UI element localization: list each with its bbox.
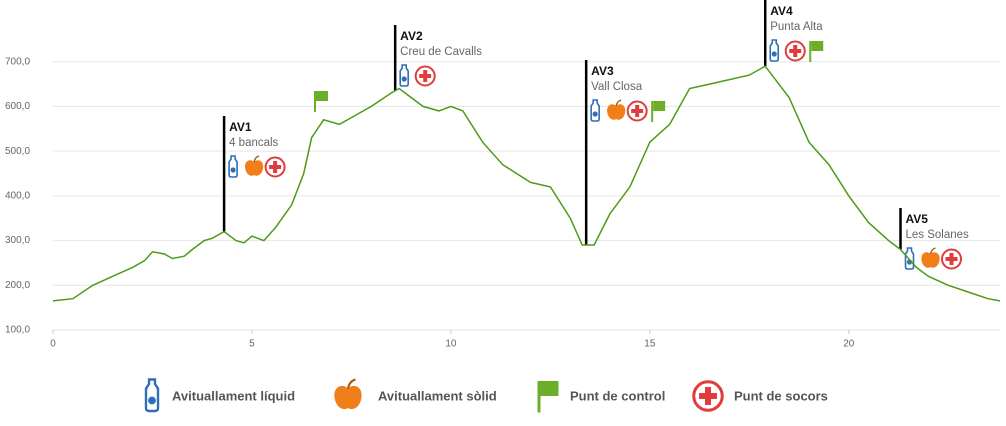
bottle-symbol <box>904 247 915 270</box>
y-tick-label: 600,0 <box>5 101 30 112</box>
bottle-icon <box>769 39 780 62</box>
cross-icon <box>419 70 432 82</box>
flag-symbol <box>537 381 559 413</box>
bottle-symbol <box>228 155 238 178</box>
bottle-symbol <box>590 99 600 122</box>
flag-icon <box>811 41 824 51</box>
bottle-dot <box>771 51 777 57</box>
apple-symbol <box>244 155 264 176</box>
apple-icon <box>921 252 940 268</box>
station-name: AV4 <box>770 4 793 18</box>
bottle-dot <box>592 111 598 117</box>
flag-icon <box>653 101 666 111</box>
cross-icon <box>631 105 644 117</box>
legend-label: Avituallament líquid <box>172 388 295 403</box>
bottle-dot <box>230 167 236 173</box>
apple-icon <box>334 385 362 410</box>
apple-icon <box>607 104 626 120</box>
flag-icon <box>540 381 559 396</box>
flag-icon <box>316 91 328 101</box>
x-tick-label: 5 <box>249 339 255 350</box>
legend-label: Punt de socors <box>734 388 828 403</box>
x-tick-label: 20 <box>843 339 855 350</box>
apple-leaf <box>929 247 936 255</box>
cross-symbol <box>626 100 648 122</box>
y-tick-label: 500,0 <box>5 146 30 157</box>
cross-symbol <box>784 40 806 62</box>
legend-label: Punt de control <box>570 388 665 403</box>
y-tick-label: 300,0 <box>5 235 30 246</box>
apple-symbol <box>334 378 362 410</box>
y-tick-label: 100,0 <box>5 325 30 336</box>
x-tick-label: 10 <box>445 339 457 350</box>
flag-symbol <box>809 41 824 62</box>
cross-icon <box>945 253 958 265</box>
apple-symbol <box>607 99 626 120</box>
cross-symbol <box>692 380 724 412</box>
apple-symbol <box>921 247 940 268</box>
station-place: Vall Closa <box>591 81 643 93</box>
elevation-line <box>52 65 1001 302</box>
bottle-icon <box>144 378 160 413</box>
apple-leaf <box>615 99 622 107</box>
flag-symbol <box>314 91 328 112</box>
apple-leaf <box>253 155 260 163</box>
bottle-icon <box>904 247 915 270</box>
bottle-icon <box>399 64 409 87</box>
station-place: Punta Alta <box>770 21 823 33</box>
cross-symbol <box>264 156 286 178</box>
station-place: Creu de Cavalls <box>400 46 482 58</box>
station-name: AV5 <box>906 212 929 226</box>
legend-label: Avituallament sòlid <box>378 388 497 403</box>
flag-symbol <box>651 101 666 122</box>
x-tick-label: 15 <box>644 339 656 350</box>
bottle-icon <box>228 155 238 178</box>
x-tick-label: 0 <box>50 339 56 350</box>
apple-icon <box>244 160 264 176</box>
cross-symbol <box>414 65 436 87</box>
cross-symbol <box>941 248 963 270</box>
bottle-dot <box>148 396 156 405</box>
station-place: 4 bancals <box>229 137 278 149</box>
y-tick-label: 700,0 <box>5 56 30 67</box>
bottle-dot <box>401 76 407 82</box>
station-name: AV1 <box>229 120 252 134</box>
apple-leaf <box>346 378 356 389</box>
bottle-symbol <box>769 39 780 62</box>
y-tick-label: 200,0 <box>5 280 30 291</box>
bottle-icon <box>590 99 600 122</box>
station-name: AV3 <box>591 64 614 78</box>
bottle-symbol <box>399 64 409 87</box>
cross-icon <box>699 387 717 405</box>
station-place: Les Solanes <box>906 229 970 241</box>
cross-icon <box>269 161 282 173</box>
bottle-symbol <box>144 378 160 413</box>
y-tick-label: 400,0 <box>5 190 30 201</box>
cross-icon <box>789 45 802 57</box>
station-name: AV2 <box>400 29 423 43</box>
